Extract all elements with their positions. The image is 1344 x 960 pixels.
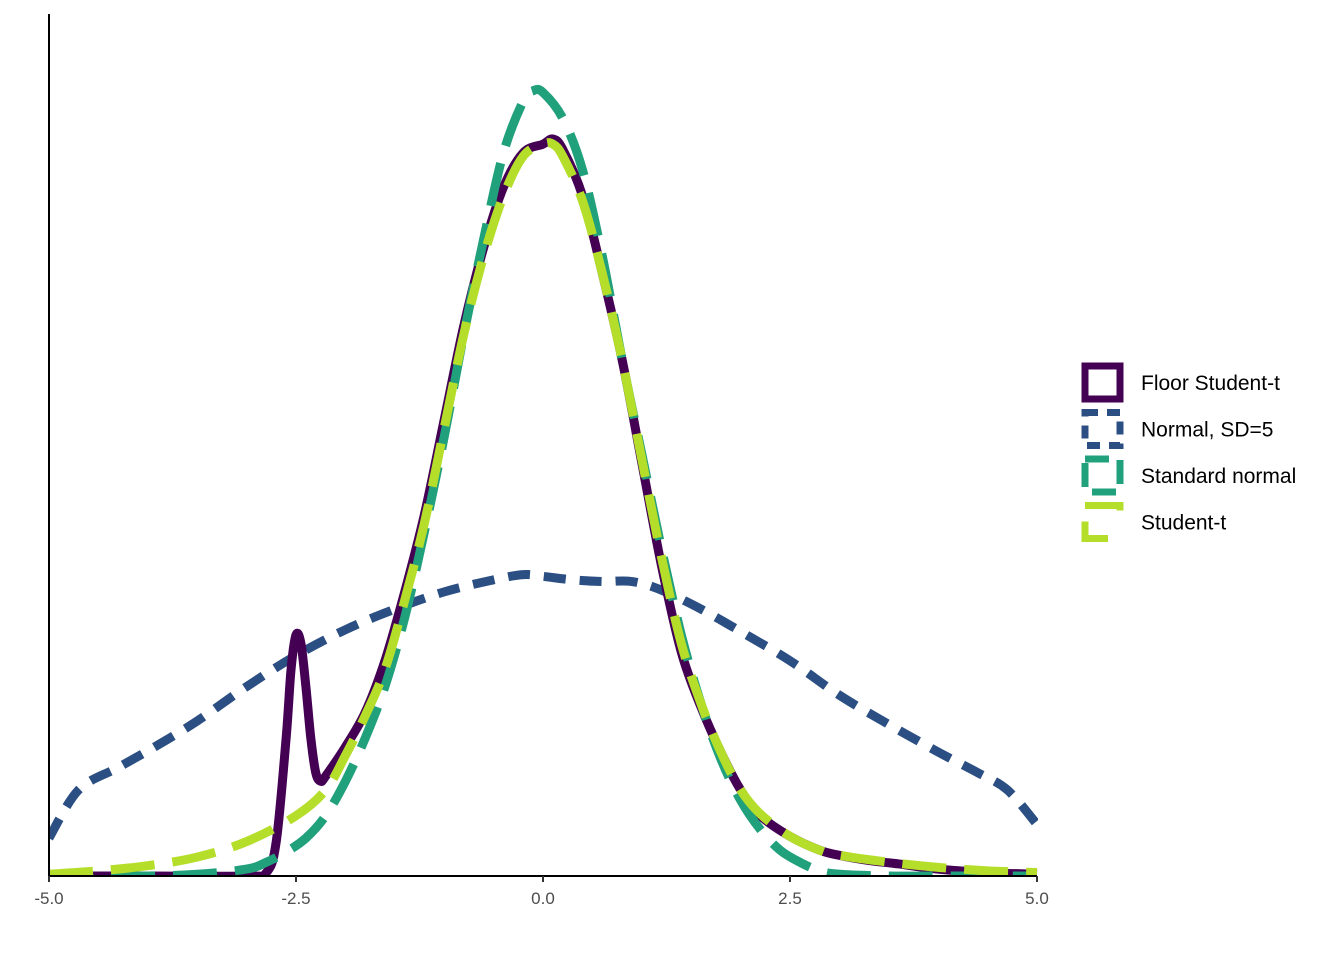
x-tick-label: -5.0 <box>34 889 63 908</box>
legend-label: Standard normal <box>1141 465 1296 488</box>
legend: Floor Student-t Normal, SD=5 Standard norm… <box>1081 362 1296 542</box>
series-line-student-t <box>48 138 1038 876</box>
x-tick-label: -2.5 <box>281 889 310 908</box>
legend-label: Floor Student-t <box>1141 372 1280 395</box>
series-line-standard-normal <box>49 84 1037 876</box>
legend-key-normal-sd-5 <box>1081 409 1124 449</box>
series-line-floor-student-t <box>48 134 1038 876</box>
legend-key-floor-student-t <box>1081 362 1124 403</box>
legend-label: Normal, SD=5 <box>1141 419 1273 442</box>
series-line-normal-sd-5 <box>48 570 1038 841</box>
x-tick-label: 0.0 <box>531 889 555 908</box>
legend-key-student-t <box>1081 502 1124 542</box>
legend-key-standard-normal <box>1081 455 1124 496</box>
legend-label: Student-t <box>1141 512 1226 535</box>
x-tick-label: 5.0 <box>1025 889 1049 908</box>
x-tick-label: 2.5 <box>778 889 802 908</box>
